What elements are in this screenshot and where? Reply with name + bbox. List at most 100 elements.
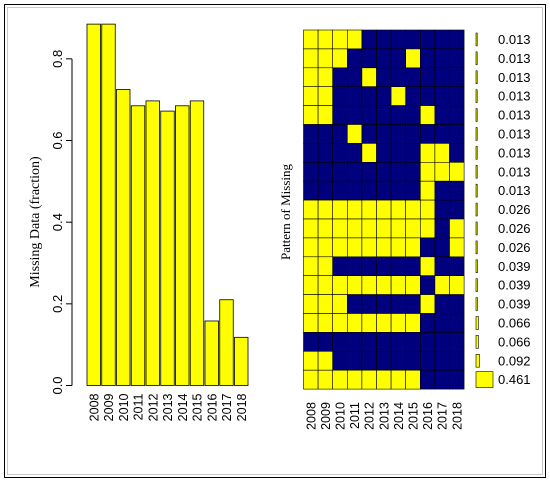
cell-observed: [405, 86, 421, 106]
cell-observed: [390, 256, 407, 276]
cell-missing: [332, 199, 348, 220]
cell-missing: [317, 199, 334, 220]
cell-missing: [449, 162, 465, 182]
pattern-frequency-label: 0.026: [498, 202, 531, 217]
cell-observed: [434, 67, 450, 88]
cell-observed: [434, 313, 450, 333]
cell-observed: [449, 350, 465, 371]
bar-x-tick-labels: 2008 2009 2010 2011 2012 2013 2014 2015 2016 2017…: [87, 393, 249, 421]
cell-missing: [376, 199, 392, 220]
cell-observed: [434, 237, 450, 258]
cell-missing: [361, 218, 377, 239]
cell-observed: [346, 332, 363, 352]
cell-observed: [449, 332, 465, 352]
cell-missing: [317, 369, 334, 390]
cell-observed: [434, 180, 450, 201]
cell-observed: [405, 332, 421, 352]
pattern-frequency-label: 0.013: [498, 70, 531, 85]
bar: [234, 336, 249, 386]
cell-observed: [346, 162, 363, 182]
cell-missing: [376, 275, 392, 295]
pattern-frequency-bar: [475, 108, 478, 122]
cell-observed: [434, 294, 450, 314]
bar-y-tick-label: 0.0: [50, 376, 65, 394]
cell-observed: [361, 124, 377, 144]
bar-y-tick-label: 0.2: [50, 295, 65, 313]
cell-observed: [332, 105, 348, 125]
cell-missing: [303, 86, 319, 106]
pattern-frequency-bar: [475, 146, 478, 160]
pattern-frequency-label: 0.013: [498, 126, 531, 141]
cell-observed: [449, 143, 465, 163]
cell-observed: [449, 256, 465, 276]
cell-missing: [346, 124, 363, 144]
cell-observed: [390, 67, 407, 88]
cell-missing: [419, 199, 436, 220]
cell-missing: [303, 256, 319, 276]
cell-observed: [361, 256, 377, 276]
bar-x-tick-label: 2015: [191, 393, 205, 421]
cell-missing: [390, 199, 407, 220]
cell-missing: [303, 369, 319, 390]
cell-observed: [376, 143, 392, 163]
cell-missing: [317, 48, 334, 69]
cell-observed: [390, 143, 407, 163]
cell-observed: [303, 332, 319, 352]
cell-observed: [390, 124, 407, 144]
pattern-x-tick-label: 2011: [348, 402, 362, 429]
bar-x-tick-label: 2011: [132, 393, 146, 420]
cell-observed: [346, 143, 363, 163]
cell-observed: [434, 350, 450, 371]
cell-missing: [303, 29, 319, 50]
pattern-x-tick-label: 2013: [377, 402, 391, 430]
cell-missing: [419, 143, 436, 163]
cell-observed: [405, 256, 421, 276]
cell-missing: [346, 29, 363, 50]
bar: [101, 23, 116, 386]
cell-observed: [434, 124, 450, 144]
cell-observed: [376, 67, 392, 88]
cell-missing: [332, 294, 348, 314]
cell-missing: [419, 180, 436, 201]
cell-observed: [376, 350, 392, 371]
cell-observed: [405, 143, 421, 163]
cell-missing: [434, 143, 450, 163]
cell-observed: [419, 350, 436, 371]
cell-missing: [361, 143, 377, 163]
cell-observed: [376, 124, 392, 144]
pattern-x-tick-label: 2008: [304, 402, 318, 430]
bar-x-tick-label: 2016: [205, 393, 219, 421]
cell-missing: [303, 105, 319, 125]
cell-missing: [405, 48, 421, 69]
bar-x-tick-label: 2009: [102, 393, 116, 421]
cell-observed: [361, 48, 377, 69]
cell-missing: [303, 350, 319, 371]
cell-missing: [303, 237, 319, 258]
cell-observed: [419, 237, 436, 258]
cell-missing: [346, 237, 363, 258]
cell-observed: [419, 124, 436, 144]
cell-observed: [449, 369, 465, 390]
cell-observed: [332, 350, 348, 371]
cell-observed: [361, 86, 377, 106]
cell-observed: [405, 105, 421, 125]
cell-observed: [390, 48, 407, 69]
cell-observed: [419, 369, 436, 390]
cell-missing: [390, 237, 407, 258]
cell-observed: [434, 332, 450, 352]
cell-missing: [317, 29, 334, 50]
cell-missing: [303, 218, 319, 239]
cell-observed: [332, 86, 348, 106]
cell-observed: [361, 105, 377, 125]
cell-missing: [303, 313, 319, 333]
pattern-x-tick-labels: 2008 2009 2010 2011 2012 2013 2014 2015 2016 2017…: [304, 402, 464, 430]
cell-observed: [376, 294, 392, 314]
cell-observed: [332, 256, 348, 276]
pattern-frequency-legend: 0.013 0.013 0.013 0.013 0.013 0.013 0.013 0.013…: [475, 32, 531, 388]
cell-observed: [361, 29, 377, 50]
pattern-frequency-label: 0.013: [498, 89, 531, 104]
pattern-frequency-label: 0.092: [498, 353, 531, 368]
bar-x-tick-label: 2013: [161, 393, 175, 421]
